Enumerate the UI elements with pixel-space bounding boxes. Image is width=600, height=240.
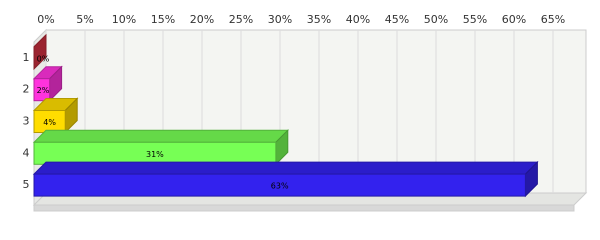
bar [33, 173, 526, 197]
x-tick-label: 30% [268, 13, 292, 26]
y-tick-label: 5 [23, 178, 30, 191]
x-tick-label: 10% [112, 13, 136, 26]
y-tick-label: 4 [23, 146, 30, 159]
value-label: 2% [37, 86, 50, 95]
y-tick-label: 2 [23, 83, 30, 96]
bar [33, 78, 51, 102]
y-tick-label: 3 [23, 115, 30, 128]
value-label: 63% [271, 182, 289, 191]
x-tick-label: 25% [229, 13, 253, 26]
x-tick-label: 55% [463, 13, 487, 26]
chart: 0% 5% 10% 15% 20% 25% 30% 35% 40% 45% 50% 55% 60% 65%… [23, 13, 588, 212]
x-tick-label: 50% [424, 13, 448, 26]
bar-top [32, 161, 539, 175]
x-tick-label: 35% [307, 13, 331, 26]
x-tick-label: 15% [151, 13, 175, 26]
x-tick-label: 40% [346, 13, 370, 26]
y-tick-label: 1 [23, 51, 30, 64]
x-tick-label: 5% [76, 13, 93, 26]
value-label: 0% [37, 54, 50, 63]
x-tick-label: 60% [502, 13, 526, 26]
x-tick-label: 65% [541, 13, 565, 26]
bar-side [33, 33, 47, 71]
x-tick-label: 45% [385, 13, 409, 26]
floor-edge [33, 204, 575, 212]
x-tick-label: 0% [37, 13, 54, 26]
bar-top [32, 129, 290, 143]
x-tick-label: 20% [190, 13, 214, 26]
value-label: 4% [43, 118, 56, 127]
value-label: 31% [146, 150, 164, 159]
